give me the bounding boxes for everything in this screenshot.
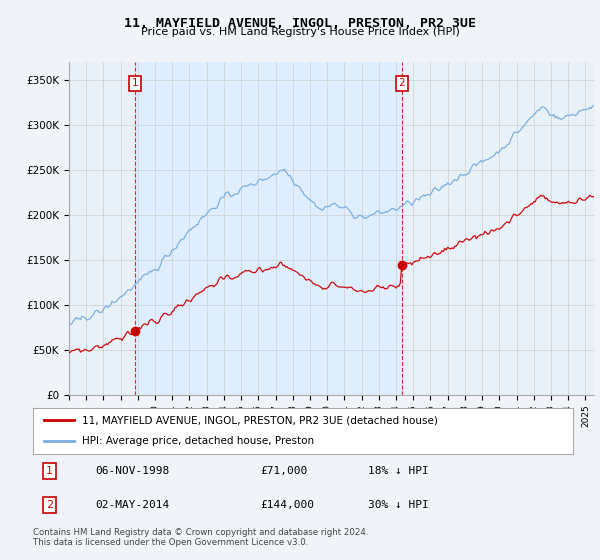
Text: 1: 1 (132, 78, 139, 88)
Text: 11, MAYFIELD AVENUE, INGOL, PRESTON, PR2 3UE (detached house): 11, MAYFIELD AVENUE, INGOL, PRESTON, PR2… (82, 415, 437, 425)
Text: HPI: Average price, detached house, Preston: HPI: Average price, detached house, Pres… (82, 436, 314, 446)
Text: Price paid vs. HM Land Registry's House Price Index (HPI): Price paid vs. HM Land Registry's House … (140, 27, 460, 38)
Text: 1: 1 (46, 466, 53, 476)
Text: 2: 2 (46, 500, 53, 510)
Text: 2: 2 (398, 78, 405, 88)
Text: 30% ↓ HPI: 30% ↓ HPI (368, 500, 428, 510)
Text: £71,000: £71,000 (260, 466, 307, 476)
Bar (135, 62, 402, 395)
Text: £144,000: £144,000 (260, 500, 314, 510)
Text: 06-NOV-1998: 06-NOV-1998 (95, 466, 169, 476)
Text: 18% ↓ HPI: 18% ↓ HPI (368, 466, 428, 476)
Text: Contains HM Land Registry data © Crown copyright and database right 2024.
This d: Contains HM Land Registry data © Crown c… (33, 528, 368, 547)
Text: 02-MAY-2014: 02-MAY-2014 (95, 500, 169, 510)
Text: 11, MAYFIELD AVENUE, INGOL, PRESTON, PR2 3UE: 11, MAYFIELD AVENUE, INGOL, PRESTON, PR2… (124, 17, 476, 30)
